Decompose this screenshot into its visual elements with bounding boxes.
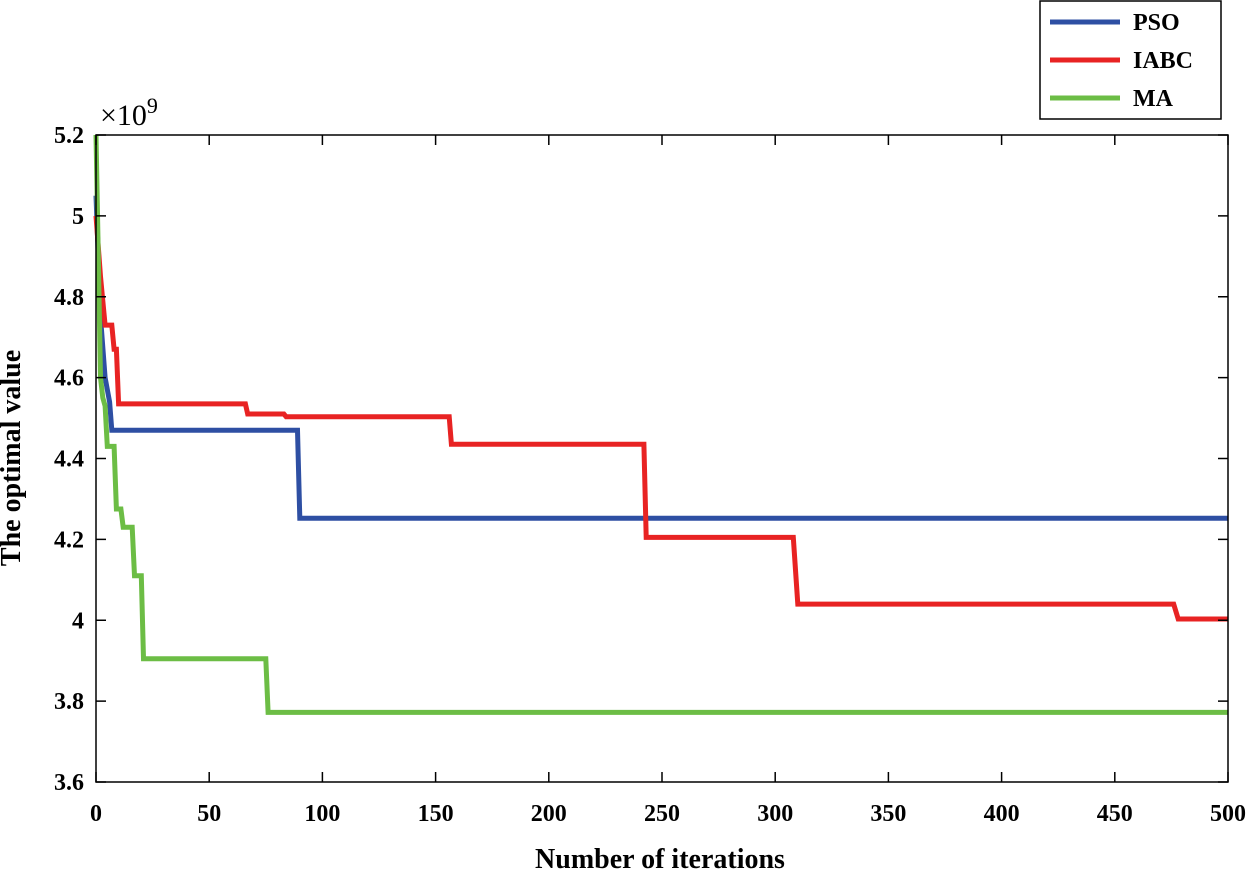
series-line-ma (93, 134, 1228, 715)
x-tick-label: 400 (984, 801, 1020, 827)
y-tick-label: 5.2 (54, 123, 84, 149)
legend-label-ma: MA (1133, 86, 1174, 112)
x-tick-label: 150 (418, 801, 454, 827)
y-exponent-label: ×109 (100, 93, 158, 132)
x-tick-label: 100 (304, 801, 340, 827)
legend-items: PSO IABC MA (1050, 10, 1193, 112)
y-tick-label: 5 (72, 204, 84, 230)
series-line-iabc (93, 215, 1228, 622)
legend-label-iabc: IABC (1133, 48, 1193, 74)
y-axis-title: The optimal value (0, 350, 27, 566)
x-tick-label: 200 (531, 801, 567, 827)
x-axis-title: Number of iterations (535, 844, 785, 874)
y-tick-label: 4.6 (54, 366, 84, 392)
x-tick-label: 450 (1097, 801, 1133, 827)
x-tick-label: 50 (197, 801, 221, 827)
series-layer (93, 134, 1228, 715)
y-tick-label: 4.4 (54, 447, 84, 473)
y-tick-label: 4 (72, 608, 84, 634)
y-tick-label: 4.2 (54, 527, 84, 553)
x-tick-label: 250 (644, 801, 680, 827)
y-tick-label: 4.8 (54, 285, 84, 311)
x-tick-label: 300 (757, 801, 793, 827)
y-tick-label: 3.8 (54, 689, 84, 715)
x-axis: 0 50 100 150 200 250 300 350 400 450 500 (90, 135, 1246, 827)
plot-area (96, 135, 1228, 782)
x-tick-label: 350 (870, 801, 906, 827)
y-axis: 3.6 3.8 4 4.2 4.4 4.6 4.8 5 5.2 (54, 123, 1228, 796)
y-tick-label: 3.6 (54, 770, 84, 796)
legend: PSO IABC MA (1039, 0, 1222, 120)
legend-label-pso: PSO (1133, 10, 1180, 36)
x-tick-label: 500 (1210, 801, 1246, 827)
x-tick-label: 0 (90, 801, 102, 827)
